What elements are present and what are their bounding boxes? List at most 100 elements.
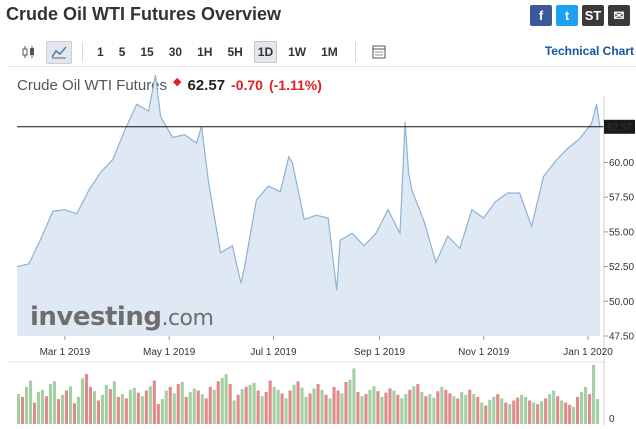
volume-bar <box>508 404 512 424</box>
email-icon[interactable]: ✉ <box>608 5 630 26</box>
volume-bar <box>316 384 320 424</box>
volume-bar <box>72 403 76 424</box>
volume-bar <box>148 386 152 424</box>
timeframe-5h[interactable]: 5H <box>227 45 243 59</box>
volume-bar <box>144 390 148 424</box>
toolbar-divider <box>354 42 356 62</box>
volume-bar <box>172 393 176 424</box>
volume-bar <box>360 396 364 424</box>
volume-bar <box>64 390 68 424</box>
timeframe-15[interactable]: 15 <box>140 45 154 59</box>
volume-bar <box>480 402 484 424</box>
volume-bar <box>128 389 132 424</box>
volume-bar <box>420 391 424 424</box>
volume-bar <box>364 394 368 424</box>
volume-bar <box>380 396 384 424</box>
volume-bar <box>188 391 192 424</box>
timeframe-1w[interactable]: 1W <box>288 45 307 59</box>
timeframe-1m[interactable]: 1M <box>321 45 338 59</box>
volume-bar <box>448 393 452 424</box>
timeframe-1[interactable]: 1 <box>97 45 104 59</box>
volume-bar <box>300 387 304 424</box>
volume-bar <box>17 394 21 424</box>
volume-bar <box>500 398 504 425</box>
volume-bar <box>84 374 88 424</box>
volume-bar <box>48 384 52 424</box>
watermark-brand: investing <box>30 302 161 332</box>
price-area <box>17 75 600 336</box>
volume-bar <box>596 399 600 424</box>
volume-bar <box>276 389 280 424</box>
volume-bar <box>212 389 216 424</box>
technical-chart-link[interactable]: Technical Chart <box>544 44 634 58</box>
area-chart-icon[interactable] <box>46 40 72 64</box>
volume-bar <box>192 388 196 424</box>
x-tick-label: May 1 2019 <box>143 347 196 358</box>
volume-bar <box>572 406 576 424</box>
volume-bar <box>216 381 220 425</box>
volume-bar <box>288 390 292 424</box>
y-tick-label: 57.50 <box>609 193 634 204</box>
down-arrow-icon: ◆ <box>173 76 182 88</box>
timeframe-1d[interactable]: 1D <box>253 41 278 63</box>
volume-bar <box>200 394 204 424</box>
volume-bar <box>368 389 372 424</box>
volume-bar <box>332 386 336 424</box>
volume-bar <box>556 396 560 424</box>
volume-bar <box>132 387 136 424</box>
volume-bar <box>452 396 456 424</box>
volume-bar <box>324 394 328 424</box>
volume-bar <box>560 400 564 424</box>
volume-bar <box>76 396 80 424</box>
watermark-suffix: .com <box>161 306 213 331</box>
volume-bar <box>372 386 376 424</box>
volume-bar <box>100 394 104 424</box>
volume-bar <box>112 381 116 425</box>
volume-bar <box>45 396 49 424</box>
timeframe-30[interactable]: 30 <box>168 45 183 59</box>
volume-bar <box>516 397 520 424</box>
volume-bar <box>336 390 340 424</box>
volume-bar <box>304 396 308 424</box>
stocktwits-icon[interactable]: ST <box>582 5 604 26</box>
volume-bar <box>504 402 508 424</box>
volume-bar <box>41 389 45 424</box>
volume-bar <box>540 401 544 424</box>
x-tick-label: Mar 1 2019 <box>40 347 91 358</box>
volume-bar <box>108 389 112 424</box>
facebook-icon[interactable]: f <box>530 5 552 26</box>
volume-bar <box>284 398 288 425</box>
y-tick-label: 50.00 <box>609 297 634 308</box>
twitter-icon[interactable]: t <box>556 5 578 26</box>
volume-bar <box>388 388 392 424</box>
social-share-bar: f t ST ✉ <box>530 5 630 26</box>
volume-bar <box>256 390 260 424</box>
volume-bar <box>548 394 552 424</box>
volume-bar <box>60 394 64 424</box>
volume-bar <box>384 392 388 424</box>
volume-bar <box>456 398 460 425</box>
volume-bar <box>160 399 164 424</box>
volume-bar <box>320 389 324 424</box>
timeframe-5[interactable]: 5 <box>118 45 126 59</box>
volume-bar <box>592 364 596 424</box>
volume-bar <box>280 393 284 424</box>
volume-bar <box>92 391 96 424</box>
volume-bar <box>33 402 37 424</box>
timeframe-1h[interactable]: 1H <box>197 45 213 59</box>
timeframe-selector: 1 5 15 30 1H 5H 1D 1W 1M <box>93 41 349 63</box>
candlestick-chart-icon[interactable] <box>16 41 42 64</box>
chart-toolbar: 1 5 15 30 1H 5H 1D 1W 1M <box>16 40 636 64</box>
volume-bar <box>136 392 140 424</box>
volume-bar <box>88 386 92 424</box>
y-tick-label: 60.00 <box>609 158 634 169</box>
layout-icon[interactable] <box>366 41 392 64</box>
y-tick-label: 47.50 <box>609 332 634 343</box>
volume-bar <box>564 402 568 424</box>
volume-bar <box>496 394 500 424</box>
volume-bar <box>464 394 468 424</box>
volume-bar <box>180 382 184 424</box>
volume-bar <box>536 404 540 424</box>
volume-bar <box>492 396 496 424</box>
